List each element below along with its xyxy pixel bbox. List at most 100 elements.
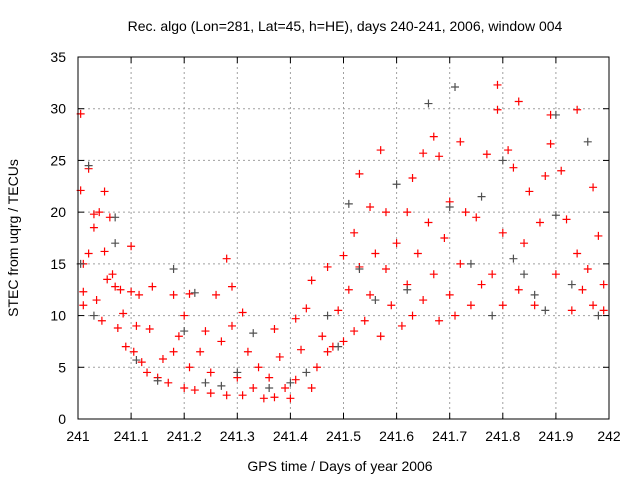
y-tick-label: 30 xyxy=(50,101,66,117)
data-point-red xyxy=(158,355,167,364)
data-point-red xyxy=(270,393,279,402)
data-point-red xyxy=(355,169,364,178)
data-point-red xyxy=(297,345,306,354)
data-point-red xyxy=(504,146,513,155)
data-point-red xyxy=(482,150,491,159)
data-point-red xyxy=(387,301,396,310)
data-points xyxy=(76,80,608,403)
data-point-red xyxy=(169,347,178,356)
data-point-red xyxy=(127,242,136,251)
data-point-red xyxy=(222,254,231,263)
data-point-red xyxy=(440,234,449,242)
data-point-gray xyxy=(302,368,311,377)
data-point-red xyxy=(350,327,359,336)
data-point-red xyxy=(557,166,566,175)
data-point-red xyxy=(477,280,486,289)
y-axis-label: STEC from uqrg / TECUs xyxy=(5,159,21,317)
x-tick-label: 241.6 xyxy=(379,428,414,444)
data-point-red xyxy=(419,149,428,158)
data-point-gray xyxy=(509,254,518,263)
data-point-red xyxy=(307,276,316,285)
data-point-red xyxy=(419,296,428,305)
data-point-red xyxy=(397,321,406,330)
data-point-red xyxy=(135,290,144,299)
data-point-red xyxy=(599,280,608,289)
y-tick-label: 5 xyxy=(58,359,66,375)
data-point-red xyxy=(472,213,481,222)
data-point-red xyxy=(185,363,194,372)
data-point-red xyxy=(530,301,539,310)
data-point-red xyxy=(291,314,300,323)
data-point-red xyxy=(217,337,226,346)
data-point-red xyxy=(169,290,178,299)
data-point-red xyxy=(435,152,444,161)
data-point-red xyxy=(583,265,592,274)
data-point-red xyxy=(281,383,290,392)
data-point-red xyxy=(376,146,385,155)
data-point-red xyxy=(408,311,417,320)
data-point-red xyxy=(286,394,295,403)
data-point-gray xyxy=(84,161,93,170)
data-point-gray xyxy=(567,280,576,289)
data-point-gray xyxy=(344,199,353,208)
data-point-red xyxy=(206,368,215,377)
data-point-gray xyxy=(132,356,141,365)
data-point-red xyxy=(227,321,236,330)
data-point-gray xyxy=(89,311,98,320)
data-point-red xyxy=(259,394,268,403)
data-point-red xyxy=(143,368,152,377)
data-point-red xyxy=(525,187,534,196)
y-tick-label: 35 xyxy=(50,49,66,65)
y-tick-label: 0 xyxy=(58,411,66,427)
data-point-red xyxy=(344,285,353,294)
data-point-gray xyxy=(265,383,274,392)
data-point-gray xyxy=(466,259,475,268)
data-point-red xyxy=(371,249,380,258)
data-point-red xyxy=(127,287,136,296)
data-point-red xyxy=(132,321,141,330)
data-point-red xyxy=(567,306,576,315)
data-point-gray xyxy=(488,311,497,320)
data-point-gray xyxy=(551,110,560,119)
data-point-red xyxy=(546,139,555,148)
data-point-red xyxy=(100,187,109,196)
data-point-red xyxy=(514,285,523,294)
x-tick-label: 241.2 xyxy=(167,428,202,444)
y-tick-label: 20 xyxy=(50,204,66,220)
data-point-red xyxy=(466,301,475,310)
data-point-red xyxy=(456,137,465,146)
axis-ticks: 241 241.1 241.2 241.3 241.4 241.5 241.6 241.7 24… xyxy=(50,49,620,444)
data-point-red xyxy=(578,285,587,294)
data-point-red xyxy=(79,287,88,296)
data-point-red xyxy=(180,383,189,392)
data-point-red xyxy=(451,311,460,320)
data-point-gray xyxy=(594,311,603,320)
data-point-red xyxy=(339,251,348,260)
data-point-red xyxy=(121,342,130,351)
data-point-red xyxy=(381,208,390,217)
x-tick-label: 241.4 xyxy=(273,428,308,444)
data-point-red xyxy=(302,304,311,313)
data-point-red xyxy=(498,228,507,237)
data-point-red xyxy=(249,383,258,392)
data-point-red xyxy=(185,289,194,298)
data-point-red xyxy=(275,352,284,361)
x-tick-label: 241.3 xyxy=(220,428,255,444)
data-point-red xyxy=(408,174,417,183)
data-point-red xyxy=(435,316,444,325)
data-point-gray xyxy=(249,329,258,338)
data-point-red xyxy=(97,316,106,325)
data-point-gray xyxy=(392,180,401,189)
data-point-red xyxy=(201,327,210,336)
data-point-red xyxy=(562,215,571,224)
data-point-gray xyxy=(424,99,433,108)
data-point-red xyxy=(119,309,128,318)
data-point-red xyxy=(79,301,88,310)
data-point-red xyxy=(339,337,348,346)
data-point-red xyxy=(424,218,433,227)
data-point-red xyxy=(196,347,205,356)
data-point-gray xyxy=(111,213,120,222)
data-point-red xyxy=(145,325,154,334)
data-point-gray xyxy=(451,82,460,91)
